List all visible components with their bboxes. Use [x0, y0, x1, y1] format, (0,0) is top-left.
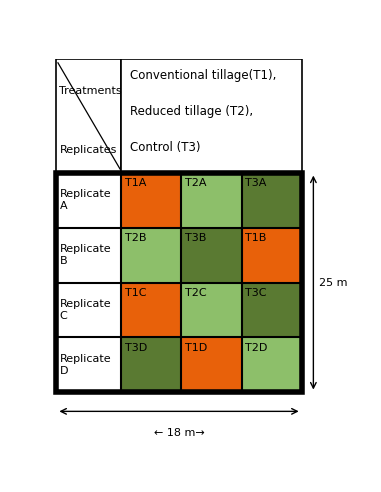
Bar: [181, 338, 242, 393]
Bar: [242, 173, 302, 228]
Bar: [242, 228, 302, 282]
Bar: [122, 173, 181, 228]
Text: T3B: T3B: [185, 233, 207, 244]
Bar: [181, 282, 242, 338]
Bar: [56, 173, 302, 393]
Text: Replicate
C: Replicate C: [59, 299, 111, 321]
Text: Replicate
B: Replicate B: [59, 245, 111, 266]
Text: T2A: T2A: [185, 179, 207, 188]
Text: 25 m: 25 m: [319, 277, 348, 287]
Text: Replicates: Replicates: [59, 145, 117, 155]
Bar: [122, 338, 181, 393]
Bar: [242, 282, 302, 338]
Bar: [122, 282, 181, 338]
Text: T3A: T3A: [245, 179, 266, 188]
Bar: [181, 228, 242, 282]
Bar: [122, 59, 302, 173]
Text: Replicate
D: Replicate D: [59, 354, 111, 376]
Text: T1C: T1C: [125, 288, 146, 298]
Text: T1B: T1B: [245, 233, 266, 244]
Text: T3D: T3D: [125, 343, 147, 353]
Text: T2D: T2D: [245, 343, 267, 353]
Text: T1D: T1D: [185, 343, 207, 353]
Text: T2C: T2C: [185, 288, 207, 298]
Bar: [56, 173, 122, 393]
Text: Conventional tillage(T1),

Reduced tillage (T2),

Control (T3): Conventional tillage(T1), Reduced tillag…: [130, 68, 277, 154]
Bar: [181, 173, 242, 228]
Text: T3C: T3C: [245, 288, 267, 298]
Text: ← 18 m→: ← 18 m→: [154, 429, 204, 438]
Bar: [242, 338, 302, 393]
Text: Replicate
A: Replicate A: [59, 189, 111, 211]
Bar: [56, 59, 122, 173]
Bar: [122, 228, 181, 282]
Text: Treatments: Treatments: [59, 86, 122, 96]
Text: T1A: T1A: [125, 179, 146, 188]
Text: T2B: T2B: [125, 233, 146, 244]
